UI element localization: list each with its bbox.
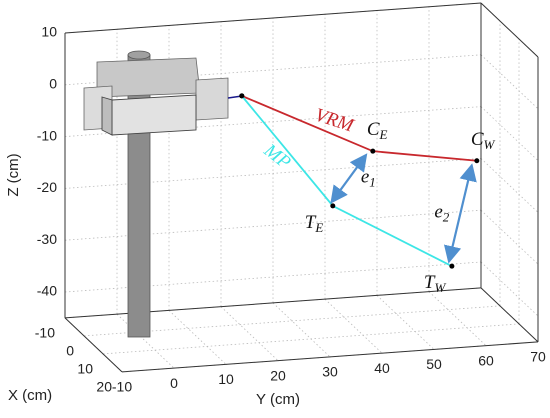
y-axis-label: Y (cm) [256,391,300,408]
point-label-sub: W [434,280,446,295]
x-tick-label: 20 [96,379,112,395]
robot-plate [96,57,201,98]
post [127,54,151,338]
box-edge [480,287,539,343]
z-tick-label: 10 [41,24,57,40]
z-tick-label: -40 [37,283,57,299]
box-edge [64,317,123,373]
grid-line [102,323,520,355]
point-label: CE [367,120,388,143]
error-label-sub: 1 [369,175,376,190]
box [64,2,539,373]
y-tick-label: 20 [270,367,286,383]
point-label-main: T [305,212,317,233]
z-tick-label: -30 [37,231,57,247]
grid-line [480,54,539,110]
box-edge [64,287,482,319]
point-label: CW [471,129,496,152]
y-tick-label: 30 [322,364,338,380]
grid-line [168,310,227,365]
z-tick-label: -20 [37,179,57,195]
grid-line [480,106,539,161]
point [370,148,376,154]
y-tick-label: -10 [112,379,132,395]
point [239,93,245,99]
point-label: TE [305,212,324,235]
error-arrow [330,153,368,204]
box-edge [64,2,482,34]
z-tick-label: 0 [49,76,57,92]
grid-line [480,158,539,213]
series-label: MP [259,139,295,173]
error-label: e2 [434,202,449,225]
box-edge [480,2,539,58]
grid-line [83,305,501,337]
point-label-sub: E [314,220,323,235]
point [449,263,455,269]
point-label-main: C [367,120,380,141]
x-axis-label: X (cm) [8,387,52,404]
point-label-sub: W [484,137,496,152]
grid-line [64,261,482,293]
grid-line [480,209,539,265]
z-tick-label: -10 [37,127,57,143]
y-tick-label: 10 [218,371,234,387]
error-label: e1 [361,167,376,190]
z-axis-label: Z (cm) [5,153,22,196]
fixture [83,50,243,338]
error-label-main: e [361,167,369,188]
point-label-sub: E [379,127,388,142]
grid-line [324,298,383,354]
robot-box-side [101,96,113,136]
y-tick-label: 40 [374,360,390,376]
grid-line [272,302,331,358]
robot-box [111,94,197,136]
point [474,158,480,164]
y-tick-label: 0 [170,375,178,391]
y-tick-label: 60 [478,352,494,368]
x-tick-label: 0 [66,343,74,359]
error-label-sub: 2 [443,209,450,224]
series-label: VRM [312,104,357,136]
grid-line [376,295,435,350]
robot-side [195,77,229,121]
x-tick-label: -10 [35,325,55,341]
grid-line [116,313,175,369]
point [330,203,336,209]
x-tick-label: 10 [77,361,93,377]
point-label: TW [424,273,447,296]
error-label-main: e [434,202,442,223]
point-label-main: T [424,273,436,294]
grid-line [64,209,482,241]
error-arrow [443,163,477,264]
box-edge [121,341,539,373]
grid-line [220,306,279,361]
y-tick-label: 50 [426,356,442,372]
post-top [127,50,151,60]
y-tick-label: 70 [530,349,546,365]
point-label-main: C [471,129,484,150]
grid-line [480,261,539,317]
grid-line [428,291,487,346]
